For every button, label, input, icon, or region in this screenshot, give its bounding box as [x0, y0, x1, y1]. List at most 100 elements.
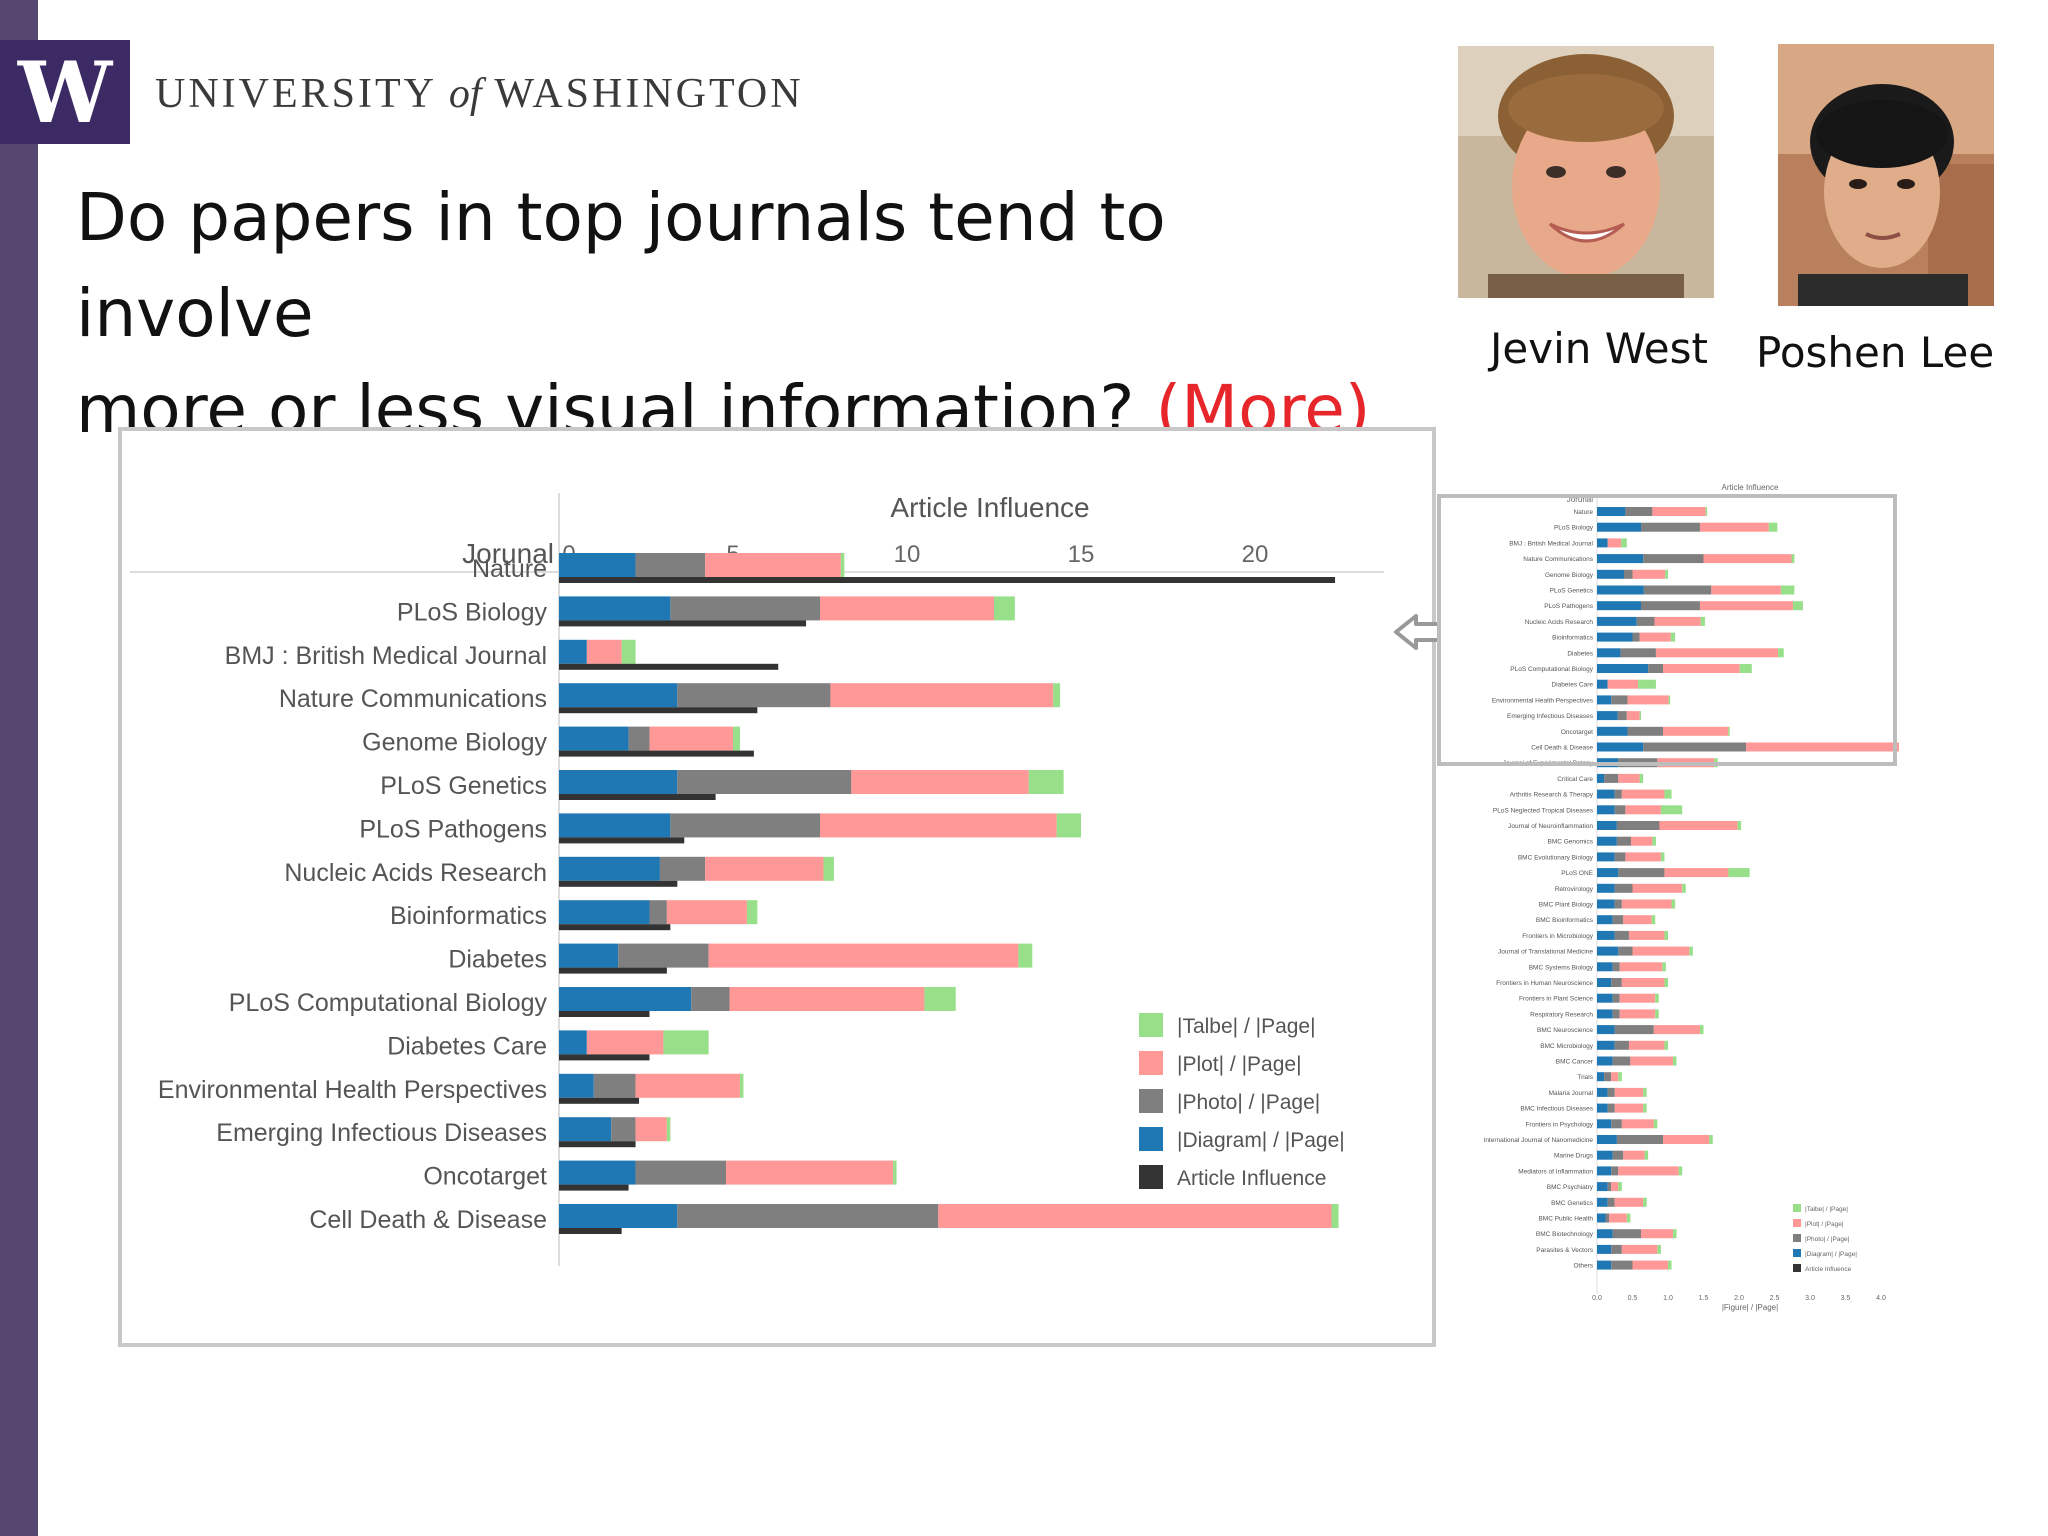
thumb-x-tick-label: 0.0	[1592, 1295, 1602, 1302]
thumb-category-label: Diabetes	[1567, 650, 1593, 657]
thumb-bar-diabetes-diagram-page	[1597, 648, 1621, 658]
thumb-category-label: Frontiers in Psychology	[1525, 1121, 1593, 1128]
thumb-bar-frontiers-in-human-neuroscience-talbe-page	[1664, 978, 1668, 987]
thumb-legend-swatch-diagram-page	[1793, 1249, 1801, 1257]
thumb-bar-international-journal-of-nanomedicine-diagram-page	[1597, 1135, 1617, 1144]
category-label: Genome Biology	[362, 729, 547, 757]
thumb-bar-diabetes-talbe-page	[1778, 648, 1784, 658]
thumb-bar-cell-death-disease-diagram-page	[1597, 742, 1644, 752]
thumb-bar-bmc-systems-biology-plot-page	[1619, 962, 1663, 972]
thumb-category-label: Nucleic Acids Research	[1525, 619, 1594, 626]
thumb-bar-nucleic-acids-research-plot-page	[1654, 616, 1701, 626]
slide-accent-bar	[0, 0, 38, 1536]
thumb-bar-parasites-vectors-photo-page	[1611, 1244, 1622, 1254]
thumb-category-label: Journal of Translational Medicine	[1498, 949, 1593, 956]
thumb-bar-bmc-biotechnology-diagram-page	[1597, 1229, 1613, 1239]
bar-cell-death-disease-photo-page	[677, 1204, 939, 1228]
thumb-legend-swatch-plot-page	[1793, 1219, 1801, 1227]
poshen-lee-photo	[1778, 44, 1994, 306]
thumb-bar-nature-plot-page	[1652, 507, 1706, 516]
thumb-bar-plos-genetics-plot-page	[1711, 585, 1781, 595]
thumb-category-label: PLoS Neglected Tropical Diseases	[1493, 807, 1594, 814]
thumb-bar-frontiers-in-psychology-photo-page	[1611, 1119, 1622, 1129]
thumb-bar-diabetes-photo-page	[1620, 648, 1656, 658]
thumb-bar-diabetes-plot-page	[1655, 648, 1779, 658]
thumb-bar-journal-of-neuroinflammation-diagram-page	[1597, 821, 1617, 830]
influence-bar-plos-pathogens	[559, 837, 685, 844]
thumb-bar-respiratory-research-diagram-page	[1597, 1009, 1613, 1019]
thumbnail-chart-panel: Article Influence Jorunal Nature PLoS Biolo…	[1437, 482, 1899, 1320]
bar-plos-computational-biology-photo-page	[691, 987, 730, 1011]
bar-plos-genetics-plot-page	[851, 770, 1029, 794]
category-label: PLoS Pathogens	[359, 815, 547, 843]
thumb-bar-arthritis-research-therapy-plot-page	[1621, 789, 1665, 799]
legend-swatch-plot-page	[1139, 1051, 1163, 1075]
thumb-bar-critical-care-diagram-page	[1597, 773, 1605, 783]
thumb-legend-swatch-article-influence	[1793, 1264, 1801, 1272]
thumb-bar-bmc-systems-biology-talbe-page	[1662, 962, 1666, 972]
bar-environmental-health-perspectives-photo-page	[593, 1073, 636, 1098]
legend-label: Article Influence	[1177, 1167, 1326, 1190]
thumb-category-label: Cell Death & Disease	[1531, 745, 1593, 752]
thumb-category-label: BMJ : British Medical Journal	[1509, 540, 1593, 547]
thumb-bar-frontiers-in-plant-science-photo-page	[1612, 993, 1620, 1003]
thumb-bar-international-journal-of-nanomedicine-photo-page	[1616, 1135, 1664, 1144]
influence-bar-nature-communications	[559, 707, 758, 714]
thumb-bar-frontiers-in-plant-science-diagram-page	[1597, 993, 1613, 1003]
thumb-bar-bmc-evolutionary-biology-talbe-page	[1660, 852, 1665, 862]
thumb-category-label: BMC Genomics	[1547, 839, 1593, 846]
thumb-category-label: BMC Evolutionary Biology	[1518, 854, 1594, 861]
bar-plos-computational-biology-diagram-page	[559, 987, 692, 1011]
influence-bar-diabetes	[559, 967, 667, 974]
thumb-bar-retrovirology-talbe-page	[1682, 883, 1686, 893]
thumb-bar-bmc-psychiatry-plot-page	[1611, 1182, 1619, 1192]
thumb-bar-bmc-evolutionary-biology-diagram-page	[1597, 852, 1615, 862]
thumb-bar-journal-of-experimental-botany-photo-page	[1618, 758, 1658, 768]
bar-plos-pathogens-talbe-page	[1056, 813, 1081, 838]
thumb-category-label: Journal of Neuroinflammation	[1508, 823, 1593, 830]
thumb-bar-bioinformatics-diagram-page	[1597, 632, 1633, 642]
influence-bar-bmj-british-medical-journal	[559, 663, 779, 670]
thumb-bar-genome-biology-diagram-page	[1597, 569, 1624, 579]
thumb-bar-plos-neglected-tropical-diseases-photo-page	[1614, 805, 1626, 815]
bar-bioinformatics-plot-page	[666, 900, 747, 925]
thumb-bar-nature-communications-photo-page	[1643, 554, 1704, 564]
thumb-bar-bmc-genomics-photo-page	[1616, 836, 1632, 846]
thumb-bar-plos-neglected-tropical-diseases-talbe-page	[1660, 805, 1683, 815]
thumb-bar-trials-plot-page	[1611, 1072, 1619, 1082]
legend-swatch-photo-page	[1139, 1089, 1163, 1113]
bar-genome-biology-photo-page	[628, 726, 650, 751]
bar-bioinformatics-talbe-page	[746, 900, 758, 925]
influence-bar-cell-death-disease	[559, 1228, 622, 1234]
thumb-category-label: BMC Psychiatry	[1547, 1184, 1594, 1191]
category-label: Cell Death & Disease	[309, 1206, 547, 1234]
thumb-bar-mediators-of-inflammation-diagram-page	[1597, 1166, 1612, 1176]
influence-bar-plos-genetics	[559, 794, 716, 800]
bar-plos-pathogens-diagram-page	[559, 813, 671, 838]
thumb-bar-marine-drugs-photo-page	[1612, 1150, 1624, 1160]
thumb-bar-oncotarget-diagram-page	[1597, 726, 1628, 736]
thumb-bar-emerging-infectious-diseases-photo-page	[1617, 711, 1627, 721]
bar-nature-diagram-page	[559, 553, 636, 577]
thumb-category-label: Emerging Infectious Diseases	[1507, 713, 1594, 720]
thumb-bar-bmc-plant-biology-plot-page	[1621, 899, 1672, 909]
thumb-bar-marine-drugs-diagram-page	[1597, 1150, 1613, 1160]
main-chart: Article InfluenceJorunal05101520NaturePL…	[130, 492, 1384, 1266]
bar-plos-biology-talbe-page	[994, 596, 1015, 621]
thumb-bar-trials-photo-page	[1604, 1072, 1612, 1082]
thumb-bar-bmc-microbiology-talbe-page	[1664, 1040, 1668, 1050]
thumb-category-label: BMC Infectious Diseases	[1520, 1106, 1593, 1113]
thumb-bar-bmc-plant-biology-talbe-page	[1671, 899, 1676, 909]
uw-logo: W	[0, 40, 130, 144]
thumb-bar-bmc-public-health-photo-page	[1605, 1213, 1610, 1223]
thumb-bar-nucleic-acids-research-photo-page	[1636, 616, 1655, 626]
thumb-bar-respiratory-research-plot-page	[1619, 1009, 1656, 1019]
bar-diabetes-care-diagram-page	[559, 1030, 587, 1055]
thumb-bar-plos-biology-photo-page	[1641, 522, 1700, 532]
bar-emerging-infectious-diseases-talbe-page	[666, 1117, 671, 1142]
thumb-bar-journal-of-translational-medicine-plot-page	[1632, 946, 1690, 956]
thumb-bar-bmc-bioinformatics-photo-page	[1612, 915, 1624, 925]
thumb-category-label: BMC Cancer	[1556, 1059, 1594, 1066]
bar-cell-death-disease-talbe-page	[1331, 1204, 1339, 1228]
thumb-bar-journal-of-translational-medicine-photo-page	[1618, 946, 1633, 956]
